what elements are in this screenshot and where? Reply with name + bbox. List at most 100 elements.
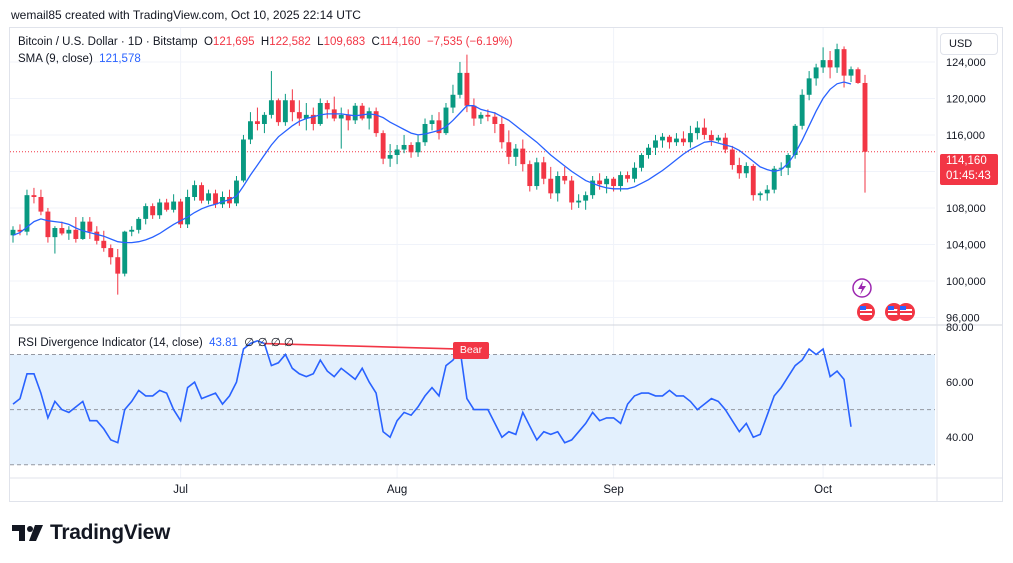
- candle-body: [464, 72, 470, 106]
- candle-body: [73, 229, 79, 239]
- candle-body: [94, 231, 100, 241]
- candle-body: [415, 142, 421, 153]
- candle-body: [771, 168, 777, 190]
- candle-body: [701, 127, 707, 135]
- rsi-value: 43.81: [209, 337, 238, 349]
- candle-body: [443, 107, 449, 134]
- symbol-title[interactable]: Bitcoin / U.S. Dollar · 1D · Bitstamp: [18, 36, 198, 48]
- rsi-line: [12, 339, 852, 444]
- candle-body: [199, 185, 205, 201]
- candle-body: [359, 105, 365, 119]
- candle-body: [646, 147, 651, 156]
- rsi-tick-label: 40.00: [946, 432, 974, 444]
- candle-body: [324, 103, 330, 110]
- candle-body: [520, 148, 526, 165]
- rsi-extra-values: ∅ ∅ ∅ ∅: [244, 337, 294, 349]
- last-price-badge: 114,160 01:45:43: [940, 154, 998, 185]
- bear-divergence-label: Bear: [453, 342, 489, 359]
- candle-body: [862, 82, 868, 152]
- chart-caption: wemail85 created with TradingView.com, O…: [11, 8, 361, 22]
- candle-body: [590, 180, 596, 196]
- candle-body: [534, 162, 540, 187]
- candle-body: [213, 193, 218, 205]
- candle-body: [234, 180, 239, 204]
- candle-body: [680, 138, 686, 143]
- candle-body: [254, 121, 260, 124]
- candle-body: [394, 149, 400, 156]
- candle-body: [24, 195, 30, 232]
- candle-body: [743, 165, 749, 174]
- candle-body: [506, 142, 512, 157]
- candle-body: [178, 201, 184, 225]
- candle-body: [87, 221, 93, 232]
- price-tick-label: 100,000: [946, 276, 986, 288]
- candle-body: [185, 196, 191, 225]
- change-value: −7,535 (−6.19%): [426, 36, 513, 48]
- tradingview-logo-icon: [12, 525, 43, 541]
- price-tick-label: 120,000: [946, 93, 986, 105]
- candle-body: [38, 196, 44, 212]
- candle-body: [799, 94, 805, 126]
- candle-body: [31, 195, 37, 197]
- candle-body: [548, 178, 554, 194]
- candle-body: [457, 72, 463, 95]
- open-value: 121,695: [212, 36, 255, 48]
- candle-body: [436, 120, 442, 134]
- us-flag-icon[interactable]: [897, 303, 915, 321]
- ohlc-legend: Bitcoin / U.S. Dollar · 1D · Bitstamp O1…: [18, 36, 513, 48]
- candle-body: [261, 114, 267, 124]
- candle-body: [289, 100, 295, 113]
- candle-body: [471, 105, 477, 119]
- candle-body: [157, 202, 163, 216]
- rsi-legend[interactable]: RSI Divergence Indicator (14, close) 43.…: [18, 335, 294, 349]
- candle-body: [694, 127, 700, 134]
- low-value: 109,683: [323, 36, 366, 48]
- time-tick-label: Jul: [173, 484, 188, 496]
- candle-body: [848, 69, 854, 76]
- candle-body: [778, 167, 784, 169]
- price-tick-label: 104,000: [946, 239, 986, 251]
- candle-body: [639, 155, 644, 168]
- us-flag-icon[interactable]: [857, 303, 875, 321]
- candle-body: [715, 137, 721, 141]
- candle-body: [569, 180, 575, 203]
- candle-body: [785, 155, 791, 168]
- candle-body: [101, 240, 107, 249]
- high-value: 122,582: [269, 36, 311, 48]
- bar-countdown: 01:45:43: [946, 170, 991, 182]
- candle-body: [722, 137, 728, 150]
- candle-body: [296, 112, 302, 119]
- candle-body: [611, 178, 617, 187]
- candle-body: [317, 103, 323, 124]
- candle-body: [108, 248, 114, 258]
- candle-body: [345, 114, 351, 121]
- candle-body: [380, 133, 386, 159]
- close-value: 114,160: [379, 36, 421, 48]
- tradingview-logo[interactable]: TradingView: [12, 520, 170, 546]
- sma-legend[interactable]: SMA (9, close) 121,578: [18, 53, 141, 65]
- currency-button[interactable]: USD: [940, 33, 998, 55]
- time-tick-label: Sep: [603, 484, 623, 496]
- candle-body: [115, 257, 121, 274]
- candle-body: [667, 136, 672, 143]
- candle-body: [834, 49, 840, 68]
- candle-body: [206, 193, 211, 201]
- candle-body: [450, 94, 456, 108]
- open-label: O: [203, 36, 213, 48]
- time-tick-label: Aug: [387, 484, 407, 496]
- candle-body: [408, 144, 414, 153]
- candle-body: [708, 134, 714, 141]
- time-tick-label: Oct: [814, 484, 833, 496]
- bear-divergence-line: [264, 342, 460, 350]
- candle-body: [827, 60, 833, 68]
- candle-body: [820, 60, 826, 68]
- candle-body: [687, 133, 693, 143]
- candle-body: [401, 144, 407, 150]
- lightning-icon[interactable]: [852, 278, 872, 298]
- candle-body: [513, 148, 519, 157]
- candle-body: [660, 136, 665, 141]
- candle-body: [841, 49, 847, 76]
- candle-body: [192, 185, 198, 197]
- candle-body: [555, 176, 561, 194]
- candle-body: [268, 100, 274, 115]
